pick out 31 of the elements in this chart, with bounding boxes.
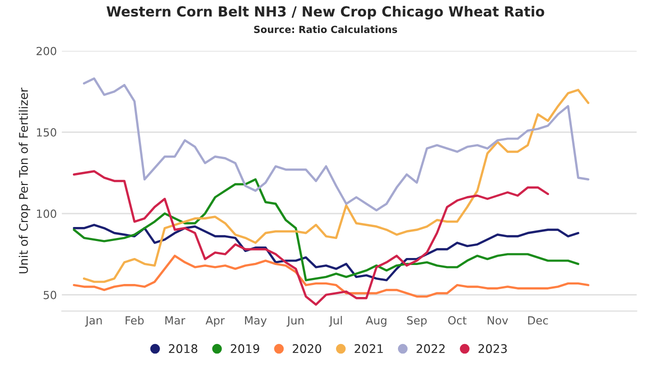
line-series: [72, 254, 590, 298]
y-axis-title: Unit of Crop Per Ton of Fertilizer: [18, 88, 30, 274]
x-tick-label: Jun: [286, 316, 304, 327]
x-tick-label: Apr: [206, 316, 225, 327]
line-series: [82, 77, 590, 212]
line-series: [72, 178, 580, 282]
y-tick-label: 200: [36, 46, 56, 56]
x-tick-label: Jul: [328, 316, 342, 327]
x-tick-label: Oct: [448, 316, 467, 325]
x-tick-label: Nov: [488, 316, 508, 325]
x-tick-label: Aug: [366, 316, 386, 327]
x-tick-label: Feb: [126, 316, 144, 325]
chart-subtitle: Source: Ratio Calculations: [254, 26, 398, 34]
legend-label: 2023: [478, 344, 507, 354]
chart-title: Western Corn Belt NH3 / New Crop Chicago Wheat Ratio: [106, 6, 544, 20]
legend-label: 2019: [230, 344, 260, 354]
line-series: [72, 170, 550, 306]
legend-label: 2020: [292, 344, 322, 354]
x-tick-label: Sep: [407, 316, 427, 327]
x-tick-label: Dec: [528, 316, 548, 325]
legend-label: 2022: [416, 344, 445, 354]
legend-label: 2021: [354, 344, 383, 354]
x-tick-label: May: [245, 316, 267, 327]
line-series: [82, 88, 590, 283]
line-series: [72, 224, 580, 282]
x-tick-label: Jan: [84, 316, 102, 327]
y-tick-label: 50: [44, 290, 56, 300]
y-tick-label: 150: [36, 128, 56, 137]
x-tick-label: Mar: [165, 316, 186, 325]
y-tick-label: 100: [36, 209, 56, 218]
legend-label: 2018: [168, 344, 198, 354]
